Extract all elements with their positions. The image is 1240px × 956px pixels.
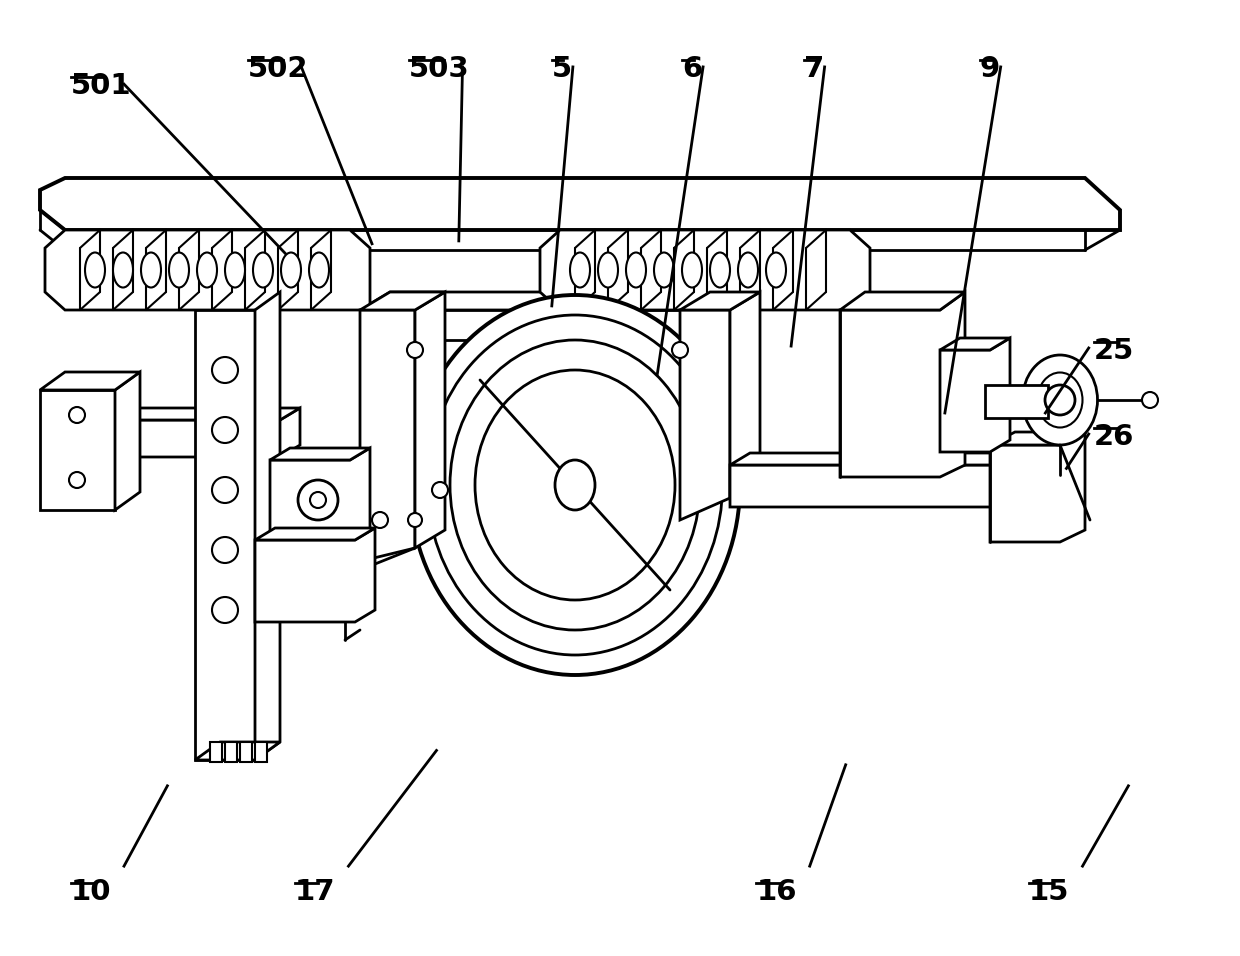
Bar — [210, 742, 222, 762]
Polygon shape — [990, 432, 1085, 542]
Circle shape — [212, 597, 238, 623]
Circle shape — [212, 477, 238, 503]
Circle shape — [408, 513, 422, 527]
Circle shape — [1045, 385, 1075, 415]
Circle shape — [672, 342, 688, 358]
Ellipse shape — [113, 252, 133, 288]
Polygon shape — [195, 310, 255, 760]
Polygon shape — [40, 178, 1120, 230]
Ellipse shape — [570, 252, 590, 288]
Polygon shape — [839, 292, 965, 310]
Ellipse shape — [309, 252, 329, 288]
Polygon shape — [195, 742, 280, 760]
Text: 7: 7 — [804, 55, 823, 83]
Ellipse shape — [766, 252, 786, 288]
Ellipse shape — [682, 252, 702, 288]
Ellipse shape — [1038, 373, 1083, 427]
Polygon shape — [940, 338, 1011, 350]
Polygon shape — [575, 322, 610, 620]
Circle shape — [212, 357, 238, 383]
Polygon shape — [40, 390, 115, 510]
Polygon shape — [415, 292, 445, 548]
Polygon shape — [730, 453, 1021, 465]
Polygon shape — [680, 310, 730, 520]
Circle shape — [298, 480, 339, 520]
Polygon shape — [680, 292, 760, 310]
Text: 9: 9 — [980, 55, 999, 83]
Ellipse shape — [169, 252, 188, 288]
Polygon shape — [255, 528, 374, 540]
Polygon shape — [839, 292, 965, 477]
Polygon shape — [40, 372, 140, 390]
Polygon shape — [255, 528, 374, 622]
Circle shape — [310, 492, 326, 508]
Text: 5: 5 — [552, 55, 572, 83]
Bar — [255, 742, 267, 762]
Polygon shape — [115, 372, 140, 510]
Ellipse shape — [598, 252, 618, 288]
Text: 16: 16 — [756, 878, 797, 905]
Circle shape — [69, 407, 86, 423]
Ellipse shape — [626, 252, 646, 288]
Ellipse shape — [253, 252, 273, 288]
Ellipse shape — [556, 460, 595, 510]
Polygon shape — [940, 338, 1011, 452]
Polygon shape — [730, 453, 1021, 507]
Circle shape — [212, 537, 238, 563]
Ellipse shape — [197, 252, 217, 288]
Text: 6: 6 — [682, 55, 702, 83]
Circle shape — [407, 342, 423, 358]
Polygon shape — [985, 385, 1048, 418]
Polygon shape — [255, 292, 280, 760]
Ellipse shape — [224, 252, 246, 288]
Bar — [224, 742, 237, 762]
Ellipse shape — [86, 252, 105, 288]
Polygon shape — [360, 310, 415, 570]
Polygon shape — [730, 292, 760, 498]
Polygon shape — [115, 408, 300, 457]
Ellipse shape — [281, 252, 301, 288]
Bar — [241, 742, 252, 762]
Circle shape — [432, 482, 448, 498]
Circle shape — [1142, 392, 1158, 408]
Text: 503: 503 — [409, 55, 470, 83]
Polygon shape — [360, 292, 445, 310]
Text: 25: 25 — [1094, 337, 1133, 364]
Circle shape — [69, 472, 86, 488]
Circle shape — [212, 417, 238, 443]
Polygon shape — [270, 448, 370, 460]
Polygon shape — [360, 310, 730, 340]
Ellipse shape — [653, 252, 675, 288]
Ellipse shape — [428, 315, 723, 655]
Polygon shape — [539, 230, 870, 310]
Ellipse shape — [1023, 355, 1097, 445]
Ellipse shape — [141, 252, 161, 288]
Text: 15: 15 — [1029, 878, 1070, 905]
Text: 10: 10 — [71, 878, 112, 905]
Text: 501: 501 — [71, 72, 131, 99]
Text: 502: 502 — [248, 55, 309, 83]
Text: 26: 26 — [1094, 423, 1135, 450]
Polygon shape — [515, 340, 575, 620]
Ellipse shape — [450, 340, 701, 630]
Text: 17: 17 — [295, 878, 336, 905]
Ellipse shape — [711, 252, 730, 288]
Polygon shape — [270, 448, 370, 542]
Ellipse shape — [738, 252, 758, 288]
Ellipse shape — [410, 295, 740, 675]
Polygon shape — [990, 432, 1085, 445]
Ellipse shape — [475, 370, 675, 600]
Circle shape — [372, 512, 388, 528]
Polygon shape — [115, 408, 300, 420]
Polygon shape — [360, 292, 760, 310]
Polygon shape — [45, 230, 370, 310]
